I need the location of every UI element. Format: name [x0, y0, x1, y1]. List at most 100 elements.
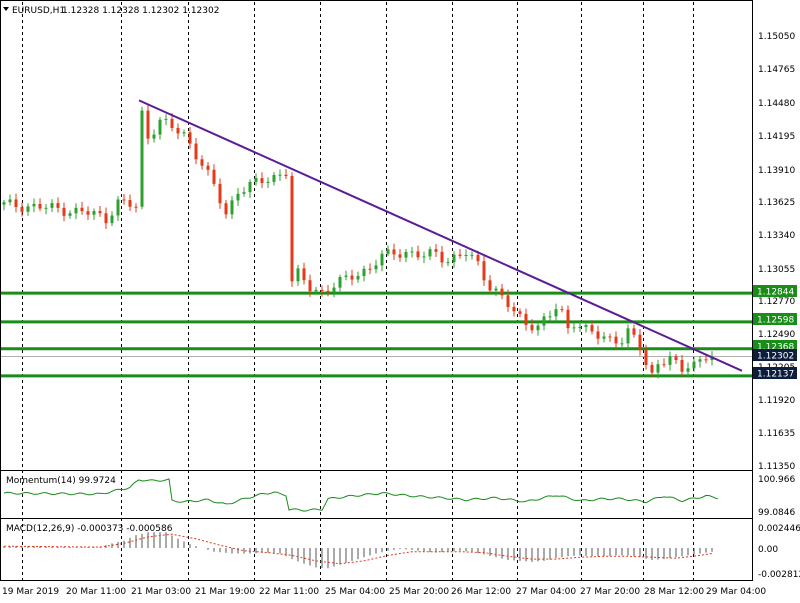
candle-body	[104, 213, 108, 224]
candle-body	[362, 268, 366, 277]
candle-body	[86, 211, 90, 215]
candle-body	[92, 211, 96, 215]
candle-body	[530, 324, 534, 331]
current-price-badge	[753, 349, 797, 361]
candle-body	[404, 251, 408, 258]
time-label: 21 Mar 19:00	[195, 587, 255, 597]
candle-body	[326, 290, 330, 293]
candle-body	[500, 288, 504, 296]
candle-body	[296, 268, 300, 282]
candle-body	[68, 213, 72, 216]
candle-body	[338, 276, 342, 288]
symbol-header[interactable]: EURUSD,H1 1.12328 1.12328 1.12302 1.1230…	[3, 6, 219, 16]
candle-body	[482, 261, 486, 281]
candle-body	[152, 134, 156, 139]
trendline[interactable]	[138, 99, 743, 372]
price-tick: 1.11920	[758, 396, 795, 406]
time-label: 26 Mar 12:00	[451, 587, 511, 597]
macd-pane[interactable]	[3, 532, 713, 569]
candle-body	[548, 316, 552, 318]
candle-body	[158, 119, 162, 135]
time-axis: 19 Mar 2019 20 Mar 11:00 21 Mar 03:00 21…	[2, 587, 766, 597]
macd-signal-line	[3, 533, 713, 565]
price-tick: 1.12490	[758, 330, 795, 340]
candle-body	[698, 359, 702, 362]
candle-body	[416, 251, 420, 258]
candle-body	[98, 211, 102, 214]
candle-body	[656, 364, 660, 373]
candle-body	[644, 350, 648, 365]
triangle-down-icon[interactable]	[3, 7, 9, 11]
time-label: 27 Mar 04:00	[516, 587, 576, 597]
price-tick: 1.14195	[758, 132, 795, 142]
candle-body	[470, 254, 474, 256]
price-tick: 1.11350	[758, 462, 795, 472]
candle-body	[284, 174, 288, 177]
candle-body	[638, 334, 642, 351]
price-tick: 1.14480	[758, 99, 795, 109]
candle-body	[572, 327, 576, 329]
momentum-pane[interactable]	[3, 478, 719, 512]
candle-body	[128, 200, 132, 207]
candle-body	[212, 169, 216, 184]
candle-body	[2, 202, 6, 205]
candle-body	[122, 199, 126, 201]
time-label: 27 Mar 20:00	[580, 587, 640, 597]
macd-pane-frame	[0, 518, 753, 581]
candle-body	[398, 254, 402, 258]
candle-body	[668, 356, 672, 365]
candle-body	[596, 331, 600, 339]
candle-body	[452, 254, 456, 263]
symbol-label: EURUSD,H1	[12, 6, 65, 16]
momentum-tick: 100.966	[758, 475, 795, 485]
candle-body	[110, 215, 114, 224]
candle-body	[116, 199, 120, 216]
price-pane[interactable]	[0, 99, 752, 379]
candle-body	[248, 181, 252, 193]
candle-body	[266, 181, 270, 183]
candle-body	[164, 118, 168, 120]
candle-body	[458, 254, 462, 256]
price-tick: 1.11635	[758, 429, 795, 439]
candle-body	[332, 287, 336, 293]
candle-body	[44, 207, 48, 209]
current-price-label: 1.12302	[757, 352, 794, 362]
candle-body	[692, 361, 696, 369]
level-badge-label: 1.12844	[757, 288, 794, 298]
candle-body	[674, 356, 678, 361]
candle-body	[242, 192, 246, 194]
candle-body	[662, 364, 666, 366]
time-label: 28 Mar 12:00	[644, 587, 704, 597]
candle-body	[560, 309, 564, 311]
candle-body	[320, 289, 324, 291]
candle-body	[176, 127, 180, 134]
candle-body	[350, 275, 354, 280]
candle-body	[302, 268, 306, 281]
candle-body	[278, 174, 282, 176]
candle-body	[380, 253, 384, 266]
candle-body	[80, 207, 84, 212]
candle-body	[32, 203, 36, 207]
time-label: 29 Mar 04:00	[706, 587, 766, 597]
candle-body	[260, 178, 264, 183]
macd-histogram	[3, 532, 713, 569]
candle-body	[26, 206, 30, 212]
candle-body	[8, 199, 12, 203]
candle-body	[290, 176, 294, 282]
time-label: 19 Mar 2019	[2, 587, 59, 597]
level-badge-bg	[753, 367, 797, 379]
level-badges: 1.12844 1.12598 1.12368 1.12302 1.12137	[753, 285, 797, 380]
candle-body	[464, 254, 468, 256]
candle-body	[512, 307, 516, 312]
candle-body	[518, 311, 522, 314]
candle-body	[134, 206, 138, 208]
candle-body	[620, 343, 624, 345]
time-label: 21 Mar 03:00	[131, 587, 191, 597]
macd-tick: 0.002446	[758, 524, 800, 534]
candle-body	[566, 309, 570, 329]
candle-body	[392, 249, 396, 255]
candle-body	[422, 256, 426, 258]
candle-body	[632, 328, 636, 335]
